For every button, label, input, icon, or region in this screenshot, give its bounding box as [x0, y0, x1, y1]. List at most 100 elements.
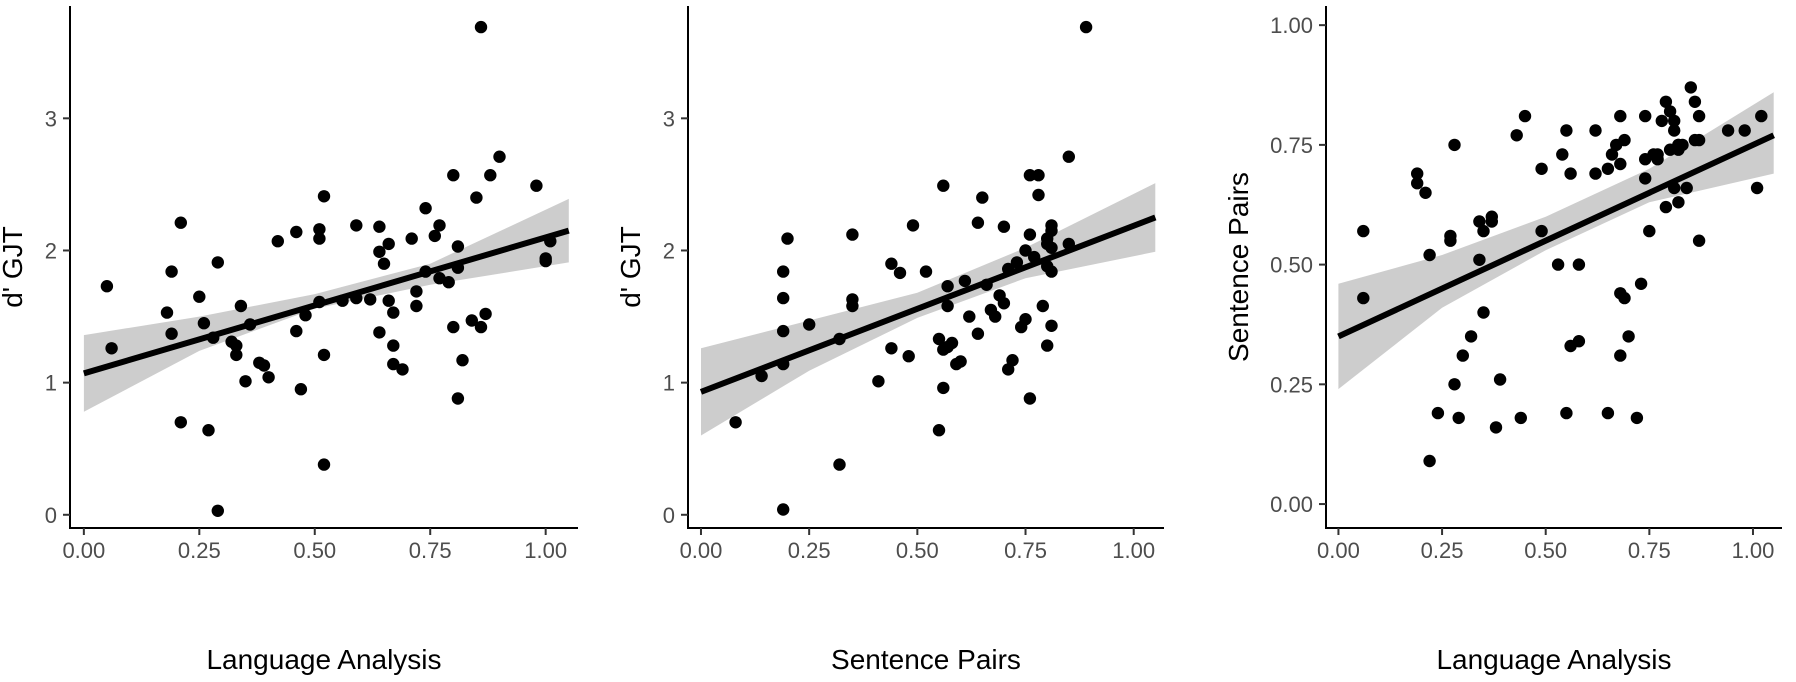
data-point [105, 342, 118, 355]
y-tick-label: 0 [663, 503, 675, 528]
data-point [193, 290, 206, 303]
data-point [1572, 335, 1586, 348]
data-point [1639, 172, 1652, 185]
data-point [1659, 200, 1673, 214]
data-point [1680, 181, 1693, 195]
data-point [1041, 339, 1054, 352]
data-point [1643, 224, 1656, 238]
data-point [777, 324, 790, 338]
data-point [1676, 138, 1689, 152]
x-tick-label: 0.25 [1421, 538, 1464, 563]
x-tick-label: 1.00 [524, 538, 567, 563]
data-point [1002, 363, 1015, 376]
data-point [989, 310, 1002, 323]
data-point [1614, 349, 1627, 362]
data-point [932, 424, 946, 437]
data-point [1006, 354, 1019, 367]
data-point [971, 327, 985, 340]
x-tick-label: 0.75 [1628, 538, 1671, 563]
x-tick-label: 0.75 [1004, 538, 1047, 563]
x-tick-label: 0.00 [680, 538, 723, 563]
data-point [1036, 299, 1050, 313]
x-tick-label: 0.50 [293, 538, 336, 563]
y-tick-label: 0.25 [1270, 372, 1313, 397]
data-point [1032, 169, 1045, 182]
data-point [885, 257, 898, 270]
data-point [941, 280, 954, 293]
data-point [1614, 157, 1627, 171]
data-point [419, 202, 432, 215]
data-point [160, 306, 174, 319]
data-point [174, 416, 187, 429]
data-point [530, 179, 543, 192]
data-point [1668, 114, 1681, 128]
data-point [474, 20, 488, 34]
data-point [456, 354, 469, 367]
panel-language-analysis-vs-sentence-pairs: 0.00 0.25 0.50 0.75 1.00 0.00 0.25 0.50 0.75 1.00… [1223, 6, 1782, 675]
data-point [777, 291, 790, 305]
data-point [317, 190, 331, 203]
data-point [777, 265, 790, 278]
data-point [1023, 228, 1037, 241]
x-axis-title: Language Analysis [206, 644, 441, 675]
data-point [493, 150, 506, 163]
data-point [387, 357, 400, 371]
data-point [1755, 109, 1768, 123]
data-point [1473, 215, 1486, 228]
data-point [1448, 378, 1461, 391]
data-point [1560, 406, 1573, 420]
data-point [1634, 277, 1648, 290]
data-point [893, 266, 907, 280]
data-point [465, 314, 478, 327]
data-point [373, 326, 386, 339]
data-point [846, 228, 859, 241]
data-point [410, 299, 423, 313]
data-point [447, 169, 460, 182]
data-point [234, 299, 248, 313]
data-point [382, 237, 395, 251]
data-point [1493, 373, 1507, 386]
data-point [317, 348, 331, 362]
data-point [433, 219, 446, 232]
data-point [230, 339, 243, 352]
data-point [919, 265, 933, 278]
data-point [1514, 411, 1528, 425]
data-point [941, 299, 954, 313]
data-point [451, 240, 465, 253]
data-point [1651, 148, 1664, 161]
data-point [1622, 330, 1635, 343]
data-point [729, 416, 742, 429]
data-point [382, 294, 395, 307]
data-point [963, 310, 976, 323]
data-point [1045, 265, 1058, 278]
data-point [1572, 258, 1586, 271]
data-point [373, 220, 386, 233]
confidence-band [1338, 92, 1774, 390]
data-point [1551, 258, 1565, 271]
y-tick-label: 2 [45, 238, 57, 263]
data-point [1605, 148, 1619, 161]
data-point [1535, 224, 1548, 238]
data-point [1630, 411, 1644, 425]
x-tick-label: 0.50 [1524, 538, 1567, 563]
data-point [387, 339, 400, 352]
data-point [1564, 167, 1577, 180]
data-point [1672, 196, 1685, 209]
data-point [1655, 114, 1669, 128]
x-axis-title: Language Analysis [1436, 644, 1671, 675]
y-axis-title: d' GJT [0, 226, 28, 308]
data-point [1357, 291, 1370, 305]
data-point [1019, 313, 1032, 326]
data-point [1023, 169, 1037, 182]
data-point [1023, 392, 1037, 405]
data-point [803, 318, 816, 331]
data-point [1692, 234, 1706, 247]
data-point [1045, 241, 1058, 254]
data-point [1535, 162, 1548, 175]
y-tick-label: 0.00 [1270, 492, 1313, 517]
x-tick-label: 0.00 [62, 538, 105, 563]
data-point [313, 232, 326, 245]
data-point [257, 359, 271, 372]
x-tick-label: 0.25 [788, 538, 831, 563]
